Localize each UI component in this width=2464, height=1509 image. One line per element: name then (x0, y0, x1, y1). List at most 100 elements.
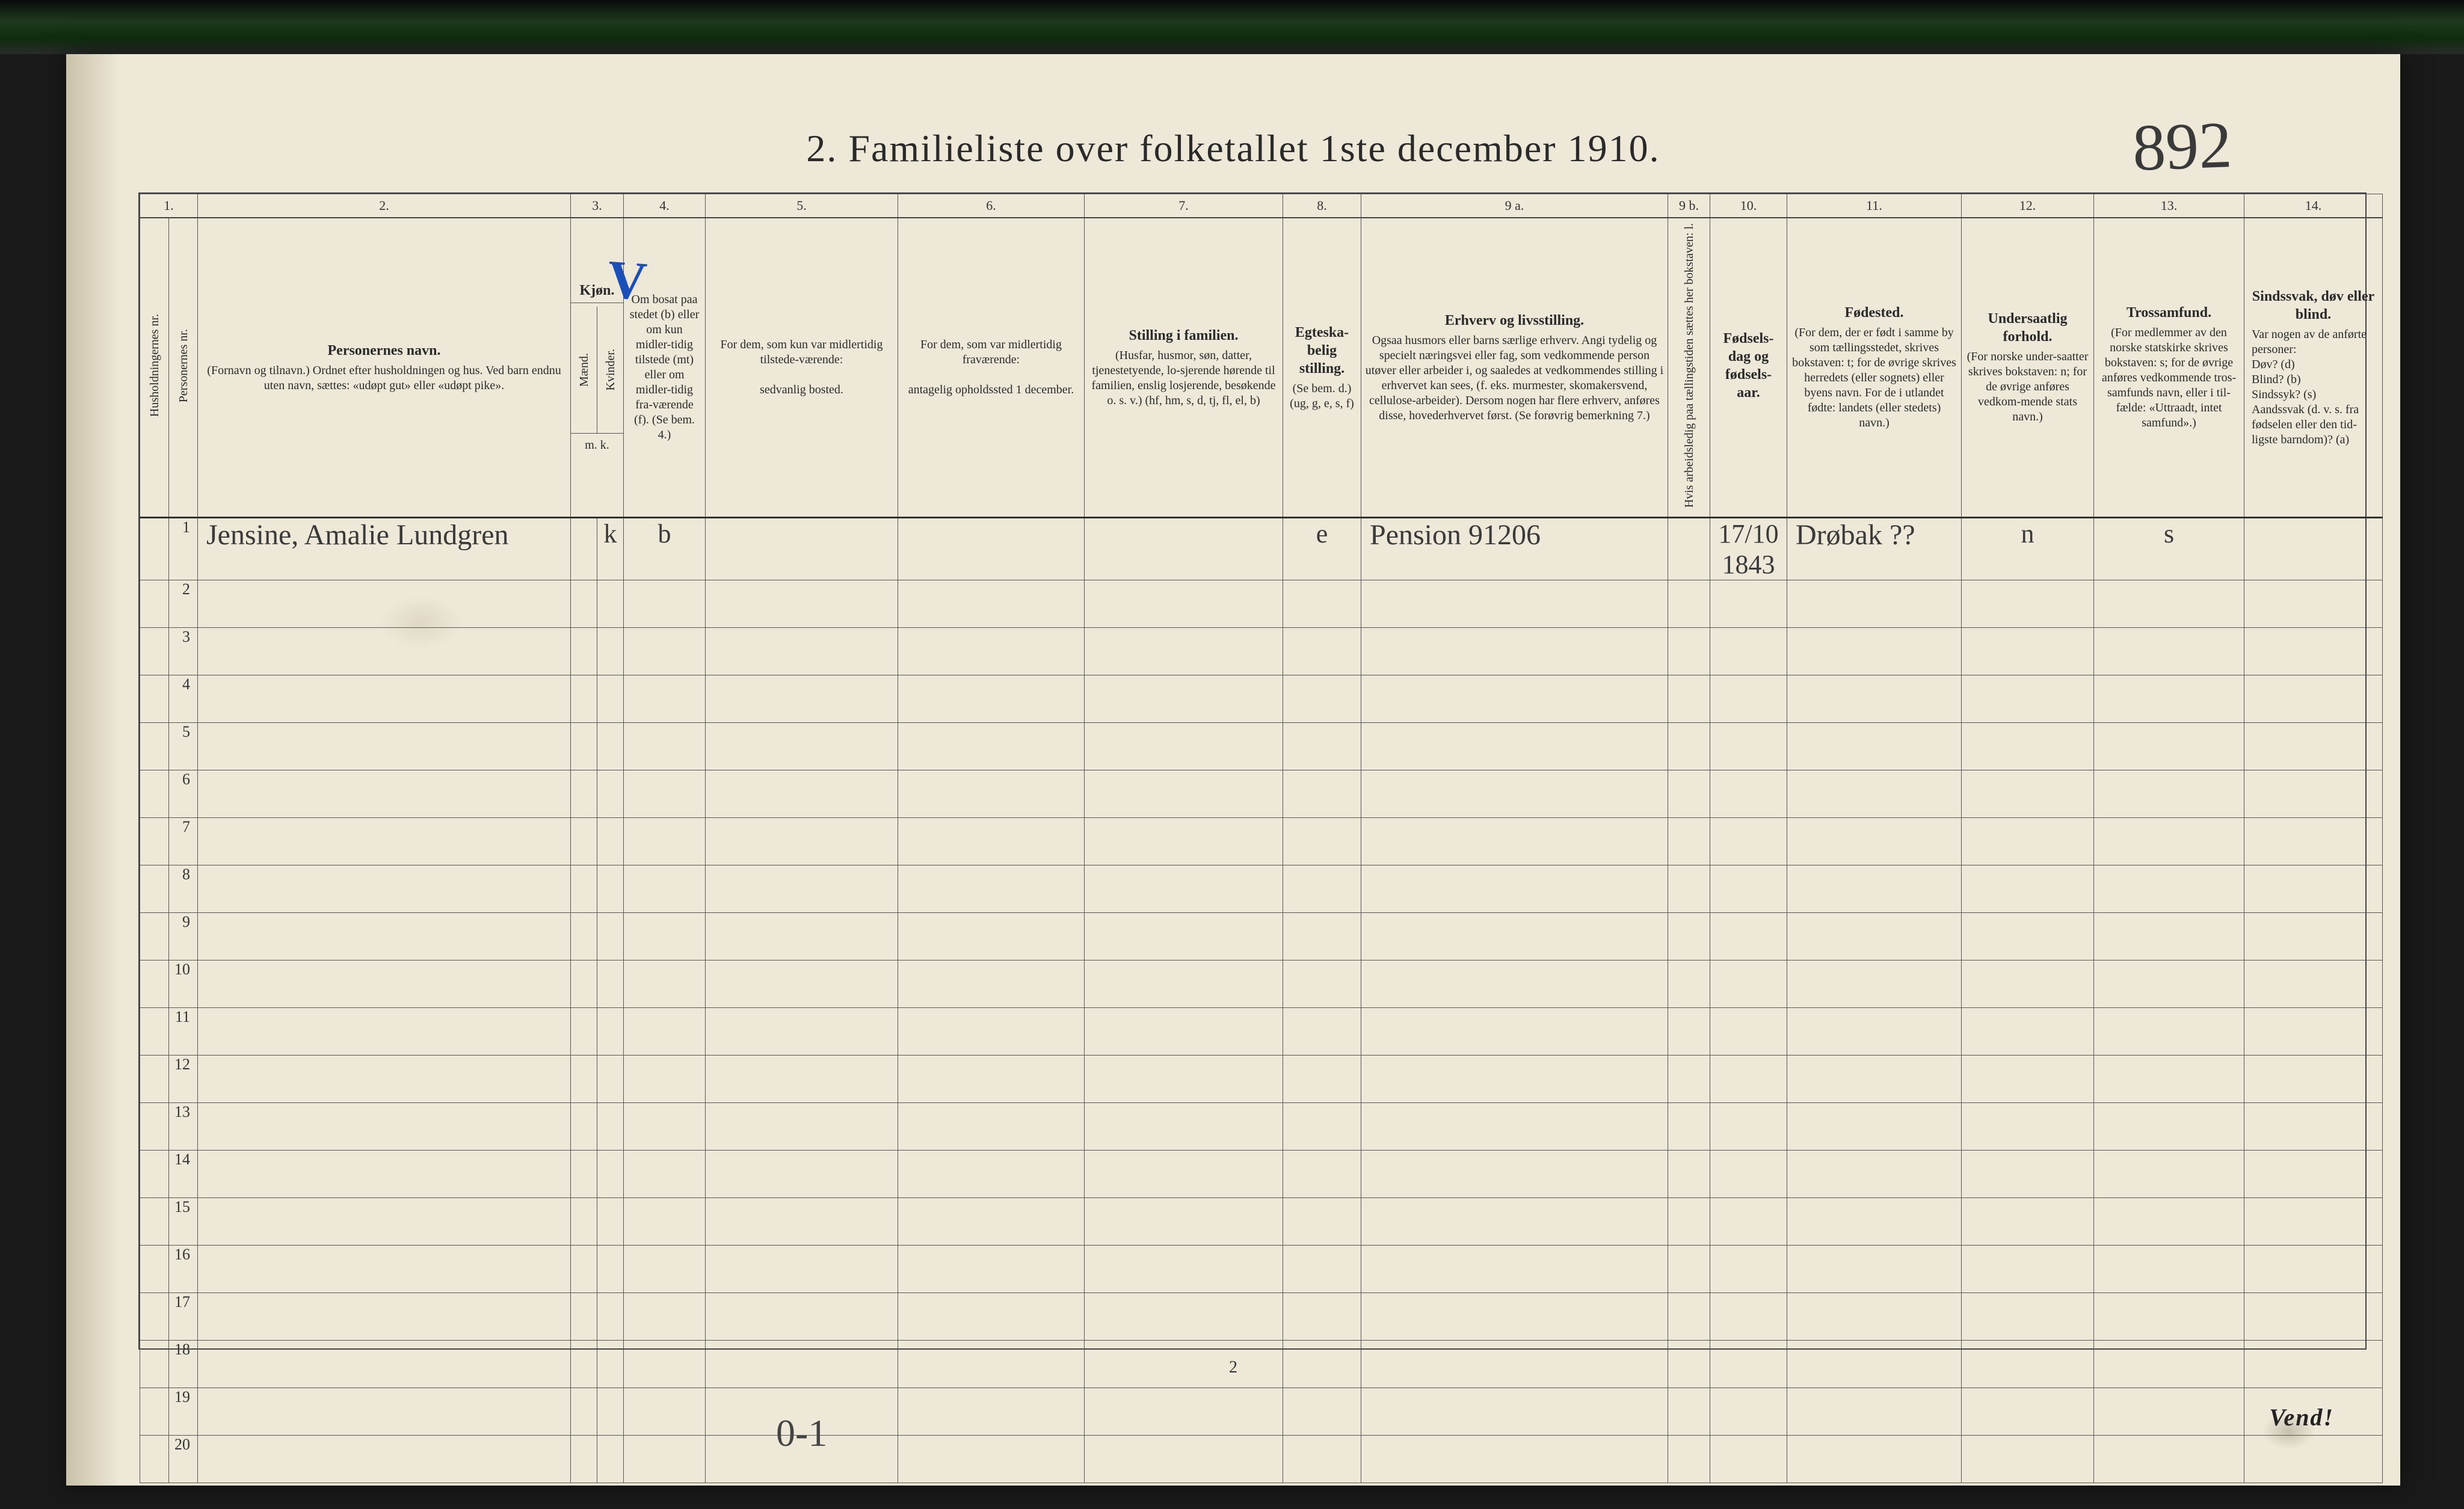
cell-birthplace (1787, 1435, 1962, 1483)
cell-occupation: Pension 91206 (1361, 517, 1668, 580)
cell-residence (624, 1007, 706, 1055)
cell-birthplace (1787, 627, 1962, 675)
cell-occupation (1361, 1292, 1668, 1340)
cell-temp-present (706, 770, 898, 817)
cell-occupation (1361, 817, 1668, 865)
cell-household-nr (140, 722, 169, 770)
cell-person-nr: 2 (169, 580, 198, 627)
cell-unemployed (1668, 1150, 1710, 1197)
cell-birthplace (1787, 1292, 1962, 1340)
hdr-name: Personernes navn. (Fornavn og tilnavn.) … (198, 218, 571, 517)
cell-household-nr (140, 1340, 169, 1388)
cell-unemployed (1668, 627, 1710, 675)
cell-sex-m (571, 1150, 597, 1197)
cell-disability (2244, 1292, 2383, 1340)
cell-name (198, 1340, 571, 1388)
cell-citizenship (1962, 1150, 2094, 1197)
cell-disability (2244, 517, 2383, 580)
table-row: 11 (140, 1007, 2383, 1055)
cell-name (198, 1292, 571, 1340)
cell-residence (624, 912, 706, 960)
cell-sex-k (597, 580, 624, 627)
cell-person-nr: 20 (169, 1435, 198, 1483)
cell-family-pos (1085, 1102, 1283, 1150)
cell-temp-present (706, 517, 898, 580)
cell-birthplace (1787, 865, 1962, 912)
cell-unemployed (1668, 1197, 1710, 1245)
cell-birthdate (1710, 912, 1787, 960)
cell-birthplace (1787, 960, 1962, 1007)
cell-disability (2244, 817, 2383, 865)
cell-residence (624, 1197, 706, 1245)
cell-residence (624, 1340, 706, 1388)
cell-temp-absent (898, 1007, 1085, 1055)
footer-page-number: 2 (1229, 1358, 1237, 1377)
cell-religion (2094, 1102, 2244, 1150)
cell-household-nr (140, 770, 169, 817)
cell-citizenship (1962, 1292, 2094, 1340)
cell-religion: s (2094, 517, 2244, 580)
cell-birthdate (1710, 1292, 1787, 1340)
cell-disability (2244, 1340, 2383, 1388)
cell-temp-absent (898, 1340, 1085, 1388)
cell-citizenship (1962, 1340, 2094, 1388)
cell-marital (1283, 722, 1361, 770)
cell-disability (2244, 627, 2383, 675)
cell-residence (624, 1292, 706, 1340)
cell-name (198, 770, 571, 817)
cell-residence (624, 1102, 706, 1150)
cell-birthdate (1710, 1197, 1787, 1245)
cell-sex-m (571, 1055, 597, 1102)
cell-disability (2244, 580, 2383, 627)
cell-temp-present (706, 627, 898, 675)
cell-residence (624, 1435, 706, 1483)
hdr-temp-present-body: For dem, som kun var midlertidig tilsted… (709, 337, 894, 398)
cell-birthdate (1710, 722, 1787, 770)
cell-family-pos (1085, 1340, 1283, 1388)
cell-occupation (1361, 770, 1668, 817)
census-table-wrap: 1. 2. 3. 4. 5. 6. 7. 8. 9 a. 9 b. 10. 11… (138, 192, 2367, 1350)
cell-birthdate (1710, 817, 1787, 865)
hdr-marital-title: Egteska-belig stilling. (1287, 324, 1357, 378)
cell-religion (2094, 1007, 2244, 1055)
cell-family-pos (1085, 722, 1283, 770)
cell-sex-k (597, 675, 624, 722)
cell-person-nr: 1 (169, 517, 198, 580)
table-row: 5 (140, 722, 2383, 770)
cell-occupation (1361, 675, 1668, 722)
cell-temp-absent (898, 1245, 1085, 1292)
cell-unemployed (1668, 1102, 1710, 1150)
cell-sex-k (597, 865, 624, 912)
hdr-occupation-title: Erhverv og livsstilling. (1365, 312, 1664, 330)
cell-religion (2094, 865, 2244, 912)
cell-name (198, 1245, 571, 1292)
cell-religion (2094, 1150, 2244, 1197)
cell-residence (624, 865, 706, 912)
cell-temp-absent (898, 675, 1085, 722)
colnum-5: 5. (706, 194, 898, 218)
cell-sex-m (571, 580, 597, 627)
cell-unemployed (1668, 912, 1710, 960)
cell-citizenship (1962, 675, 2094, 722)
cell-household-nr (140, 580, 169, 627)
cell-citizenship (1962, 1007, 2094, 1055)
cell-family-pos (1085, 865, 1283, 912)
cell-sex-k (597, 1292, 624, 1340)
cell-name (198, 817, 571, 865)
cell-sex-m (571, 770, 597, 817)
cell-birthdate (1710, 1245, 1787, 1292)
cell-disability (2244, 1197, 2383, 1245)
cell-temp-present (706, 1150, 898, 1197)
hdr-temp-present: For dem, som kun var midlertidig tilsted… (706, 218, 898, 517)
handwritten-page-number: 892 (2131, 106, 2233, 186)
cell-temp-absent (898, 627, 1085, 675)
cell-birthdate (1710, 1435, 1787, 1483)
cell-residence (624, 770, 706, 817)
cell-unemployed (1668, 580, 1710, 627)
cell-temp-absent (898, 1055, 1085, 1102)
cell-sex-m (571, 1435, 597, 1483)
paper-stain (379, 595, 463, 650)
cell-household-nr (140, 1150, 169, 1197)
cell-birthdate (1710, 627, 1787, 675)
cell-occupation (1361, 1340, 1668, 1388)
